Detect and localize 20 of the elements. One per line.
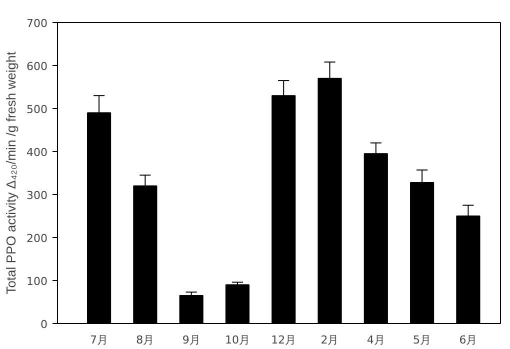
y-tick-label: 500: [26, 103, 48, 116]
x-tick-label: 9月: [182, 334, 200, 346]
x-tick-label: 12月: [271, 334, 296, 346]
y-tick-label: 300: [26, 189, 48, 202]
y-tick-label: 200: [26, 232, 48, 245]
y-tick-label: 600: [26, 60, 48, 73]
bar: [179, 295, 204, 324]
y-tick-label: 400: [26, 146, 48, 159]
y-tick-label: 100: [26, 275, 48, 288]
x-tick-label: 10月: [224, 334, 250, 346]
x-tick-label: 4月: [366, 334, 385, 346]
y-tick-label: 0: [40, 318, 48, 331]
y-axis-title: Total PPO activity Δ₄₂₀/min /g fresh weight: [4, 51, 19, 294]
x-tick-label: 6月: [459, 334, 478, 346]
bar: [225, 284, 250, 324]
x-tick-label: 5月: [413, 334, 432, 346]
x-tick-label: 8月: [136, 334, 154, 346]
y-tick-label: 700: [26, 17, 48, 30]
x-tick-label: 7月: [90, 334, 108, 346]
x-tick-label: 2月: [320, 334, 339, 346]
